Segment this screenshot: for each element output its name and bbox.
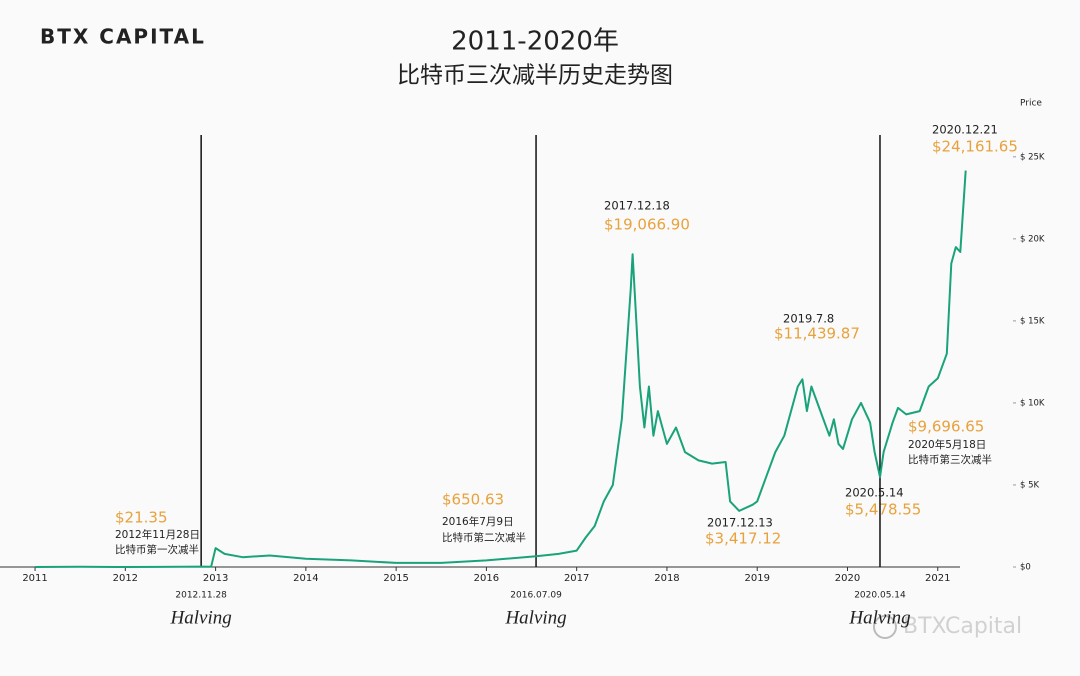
annotation-price: $650.63: [442, 491, 504, 509]
annotation-date: 2020.12.21: [932, 123, 998, 137]
x-tick-label: 2015: [383, 573, 408, 584]
watermark: BTXCapital: [903, 614, 1022, 639]
halving-label: Halving: [848, 607, 910, 628]
annotation-date: 2020年5月18日: [908, 438, 986, 451]
y-tick-label: $ 10K: [1020, 398, 1045, 408]
price-line: [35, 170, 967, 568]
annotation-date: 2020.5.14: [845, 486, 904, 500]
x-tick-label: 2018: [654, 573, 679, 584]
halving-date: 2016.07.09: [510, 591, 562, 601]
x-tick-label: 2012: [113, 573, 138, 584]
y-tick-label: $ 20K: [1020, 234, 1045, 244]
x-tick-label: 2017: [564, 573, 589, 584]
x-tick-label: 2021: [925, 573, 950, 584]
halving-date: 2012.11.28: [175, 591, 227, 601]
x-tick-label: 2019: [744, 573, 769, 584]
y-tick-label: $ 5K: [1020, 480, 1040, 490]
annotation-date: 2017.12.18: [604, 199, 670, 213]
annotation-price: $3,417.12: [705, 530, 781, 548]
annotation-note: 比特币第一次减半: [115, 543, 199, 556]
x-tick-label: 2016: [474, 573, 499, 584]
annotation-price: $5,478.55: [845, 501, 921, 519]
annotation-price: $21.35: [115, 509, 168, 527]
chart-subtitle: 比特币三次减半历史走势图: [397, 63, 673, 89]
chart-title: 2011-2020年: [451, 27, 619, 57]
halving-label: Halving: [170, 607, 232, 628]
x-tick-label: 2011: [22, 573, 47, 584]
y-axis-label: Price: [1020, 99, 1042, 109]
annotation-date: 2019.7.8: [783, 312, 834, 326]
annotation-date: 2016年7月9日: [442, 515, 514, 528]
annotation-price: $11,439.87: [774, 325, 860, 343]
annotation-price: $9,696.65: [908, 418, 984, 436]
watermark-icon: [873, 615, 897, 639]
x-tick-label: 2013: [203, 573, 228, 584]
y-tick-label: $ 15K: [1020, 316, 1045, 326]
annotation-price: $24,161.65: [932, 138, 1018, 156]
halving-date: 2020.05.14: [854, 591, 906, 601]
y-tick-label: $0: [1020, 563, 1031, 573]
annotation-price: $19,066.90: [604, 216, 690, 234]
annotation-date: 2017.12.13: [707, 516, 773, 530]
x-tick-label: 2014: [293, 573, 318, 584]
y-tick-label: $ 25K: [1020, 152, 1045, 162]
annotation-date: 2012年11月28日: [115, 528, 200, 541]
x-tick-label: 2020: [835, 573, 860, 584]
logo: BTX CAPITAL: [40, 25, 206, 49]
halving-label: Halving: [504, 607, 566, 628]
annotation-note: 比特币第二次减半: [442, 531, 526, 544]
annotation-note: 比特币第三次减半: [908, 453, 992, 466]
